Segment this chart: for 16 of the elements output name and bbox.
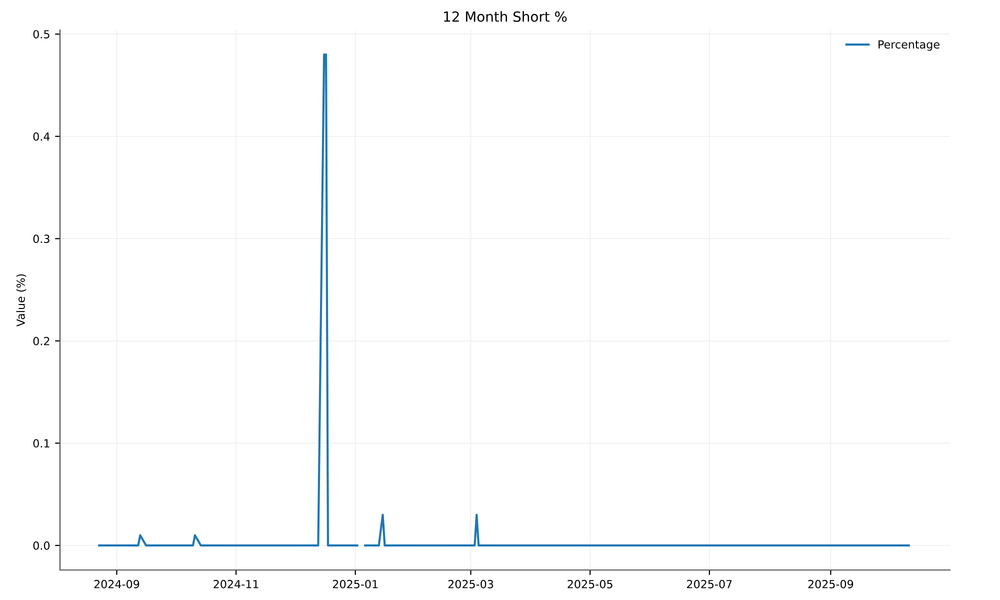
y-tick-label: 0.1 [33,439,50,448]
y-axis-title: Value (%) [16,274,26,327]
x-tick-label: 2024-09 [94,580,140,588]
x-tick-label: 2025-05 [568,580,612,588]
y-tick-label: 0.5 [33,30,50,38]
chart-title: 12 Month Short % [444,11,567,22]
x-tick-label: 2025-07 [687,580,732,588]
x-tick-label: 2025-09 [808,580,854,588]
y-tick-label: 0.4 [33,132,50,141]
legend-label: Percentage [878,40,940,51]
x-tick-label: 2024-11 [214,580,258,588]
y-tick-label: 0.2 [33,336,50,346]
y-tick-label: 0.3 [33,234,50,244]
y-tick-label: 0.0 [33,541,50,550]
x-tick-label: 2025-03 [448,580,494,588]
x-tick-label: 2025-01 [332,580,378,588]
